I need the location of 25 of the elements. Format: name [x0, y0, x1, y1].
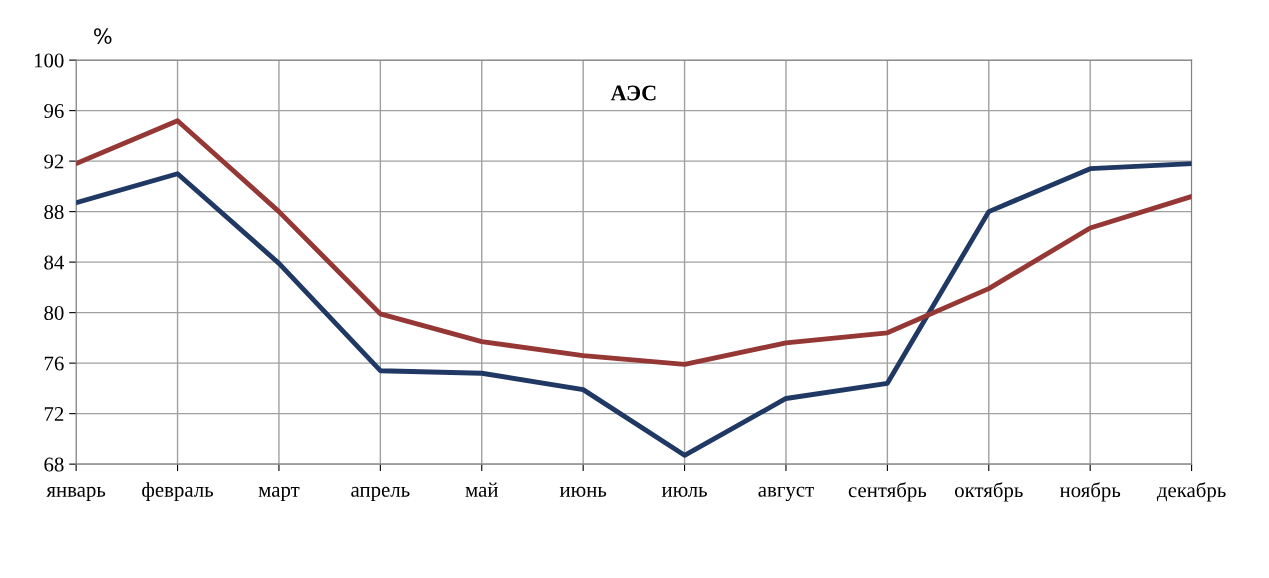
x-tick-label: январь	[46, 486, 106, 502]
y-tick-label: 80	[44, 306, 64, 321]
x-tick-label: март	[258, 486, 300, 502]
y-tick-label: 84	[44, 255, 65, 270]
x-tick-label: октябрь	[954, 482, 1023, 502]
x-tick-label: июль	[661, 486, 707, 497]
x-tick-label: ноябрь	[1059, 482, 1121, 502]
x-tick-label: апрель	[351, 486, 410, 502]
x-tick-label: август	[758, 486, 814, 502]
line-series	[76, 161, 1192, 458]
y-tick-label: 88	[44, 204, 64, 220]
x-tick-label: февраль	[142, 482, 214, 502]
y-tick-label: 92	[44, 154, 64, 169]
y-tick-label: 76	[44, 356, 64, 371]
y-tick-label: 100	[34, 53, 64, 68]
line-series	[76, 118, 1192, 367]
x-tick-label: июнь	[559, 486, 607, 497]
x-tick-label: сентябрь	[848, 482, 927, 502]
x-tick-label: май	[465, 482, 498, 497]
y-axis-title: %	[94, 28, 112, 44]
text: АЭС	[610, 85, 656, 101]
y-tick-label: 96	[44, 104, 64, 119]
y-tick-label: 68	[44, 457, 64, 472]
x-tick-label: декабрь	[1156, 482, 1226, 502]
y-tick-label: 72	[44, 407, 64, 421]
